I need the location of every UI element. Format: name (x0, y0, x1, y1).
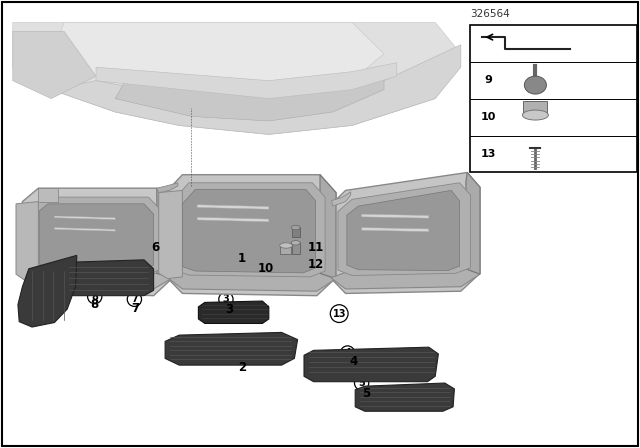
Polygon shape (182, 190, 316, 273)
Polygon shape (38, 188, 58, 202)
Polygon shape (18, 255, 77, 327)
Text: 5: 5 (358, 378, 365, 388)
Text: 326564: 326564 (470, 9, 510, 19)
Polygon shape (54, 228, 115, 231)
Polygon shape (51, 45, 461, 134)
Polygon shape (332, 192, 351, 206)
Text: 2: 2 (238, 361, 246, 374)
Text: 11: 11 (300, 234, 314, 244)
Polygon shape (157, 183, 178, 193)
Text: 4: 4 (350, 355, 358, 369)
Polygon shape (40, 204, 154, 271)
Polygon shape (320, 175, 336, 279)
Polygon shape (54, 216, 115, 220)
Text: 13: 13 (184, 180, 198, 190)
Polygon shape (355, 383, 454, 411)
Polygon shape (174, 183, 325, 277)
Polygon shape (64, 260, 154, 296)
Polygon shape (362, 228, 429, 232)
Polygon shape (96, 63, 397, 99)
Text: 11: 11 (308, 241, 324, 254)
Ellipse shape (280, 243, 292, 248)
Polygon shape (304, 347, 438, 382)
Polygon shape (24, 273, 173, 289)
Polygon shape (115, 67, 384, 121)
Text: 8: 8 (91, 298, 99, 311)
Polygon shape (16, 202, 38, 280)
Bar (292, 227, 300, 237)
Text: 10: 10 (268, 255, 282, 265)
Text: 6: 6 (152, 241, 159, 254)
Text: 7: 7 (132, 302, 140, 315)
Bar (280, 245, 291, 254)
Bar (524, 101, 547, 115)
Text: 1: 1 (238, 252, 246, 266)
Polygon shape (32, 197, 161, 276)
Text: 1: 1 (236, 245, 242, 255)
Text: 4: 4 (344, 348, 351, 358)
Polygon shape (157, 188, 173, 278)
Text: 3: 3 (225, 302, 233, 316)
Text: 9: 9 (484, 75, 492, 85)
Polygon shape (165, 332, 298, 365)
Polygon shape (51, 22, 384, 90)
Polygon shape (466, 172, 480, 274)
Text: 12: 12 (300, 250, 314, 259)
Bar (292, 242, 300, 254)
Text: 2: 2 (239, 353, 245, 362)
Polygon shape (331, 269, 480, 289)
Polygon shape (362, 214, 429, 218)
Ellipse shape (522, 110, 548, 120)
Text: 10: 10 (481, 112, 496, 122)
Bar (470, 25, 637, 172)
Polygon shape (338, 183, 470, 276)
Polygon shape (13, 22, 461, 134)
Text: 6: 6 (148, 233, 155, 242)
Polygon shape (198, 301, 269, 323)
Text: 10: 10 (258, 262, 275, 276)
Text: 9: 9 (148, 198, 155, 207)
Polygon shape (159, 190, 182, 279)
Text: 13: 13 (46, 214, 60, 224)
Polygon shape (168, 272, 336, 291)
Polygon shape (13, 31, 96, 99)
Polygon shape (347, 190, 460, 271)
Polygon shape (22, 188, 173, 296)
Polygon shape (197, 217, 269, 222)
Text: 13: 13 (481, 149, 496, 159)
Polygon shape (166, 175, 336, 296)
Text: 7: 7 (131, 294, 138, 304)
Polygon shape (197, 205, 269, 209)
Text: 5: 5 (362, 387, 370, 400)
Text: 9: 9 (405, 268, 412, 278)
Text: 3: 3 (223, 294, 229, 304)
Polygon shape (330, 172, 480, 293)
Text: 12: 12 (308, 258, 324, 271)
Ellipse shape (291, 225, 300, 230)
Text: 9: 9 (285, 218, 291, 228)
Ellipse shape (524, 76, 547, 94)
Text: 8: 8 (92, 292, 98, 302)
Text: 13: 13 (332, 309, 346, 319)
Ellipse shape (291, 241, 300, 245)
